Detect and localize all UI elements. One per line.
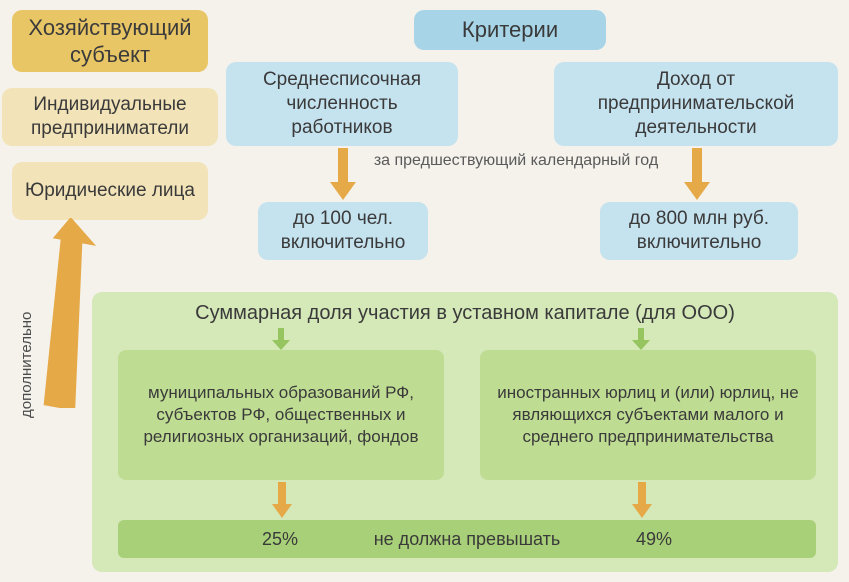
criteria-col1-value: до 100 чел. включительно bbox=[258, 202, 428, 260]
additional-label: дополнительно bbox=[18, 312, 35, 418]
arrow-down-small-icon bbox=[632, 328, 650, 350]
criteria-col2-value: до 800 млн руб. включительно bbox=[600, 202, 798, 260]
arrow-up-icon bbox=[40, 218, 96, 408]
arrow-down-icon bbox=[330, 148, 356, 200]
green-title: Суммарная доля участия в уставном капита… bbox=[92, 302, 838, 325]
entity-individuals: Индивидуальные предприниматели bbox=[2, 88, 218, 146]
entity-legal: Юридические лица bbox=[12, 162, 208, 220]
green-left-box: муниципальных образований РФ, субъектов … bbox=[118, 350, 444, 480]
arrow-down-small-icon bbox=[272, 328, 290, 350]
criteria-col1-title: Среднесписочная численность работников bbox=[226, 62, 458, 146]
green-bar: 25% не должна превышать 49% bbox=[118, 520, 816, 558]
bar-right-value: 49% bbox=[636, 529, 672, 550]
criteria-header: Критерии bbox=[414, 10, 606, 50]
green-container: Суммарная доля участия в уставном капита… bbox=[92, 292, 838, 572]
bar-center-text: не должна превышать bbox=[118, 529, 816, 550]
green-right-box: иностранных юрлиц и (или) юрлиц, не явля… bbox=[480, 350, 816, 480]
criteria-col2-title: Доход от предпринимательской деятельност… bbox=[554, 62, 838, 146]
arrow-down-icon bbox=[632, 482, 652, 518]
entity-title: Хозяйствующий субъект bbox=[12, 10, 208, 72]
arrow-down-icon bbox=[272, 482, 292, 518]
period-note: за предшествующий календарный год bbox=[326, 152, 706, 170]
arrow-down-icon bbox=[684, 148, 710, 200]
